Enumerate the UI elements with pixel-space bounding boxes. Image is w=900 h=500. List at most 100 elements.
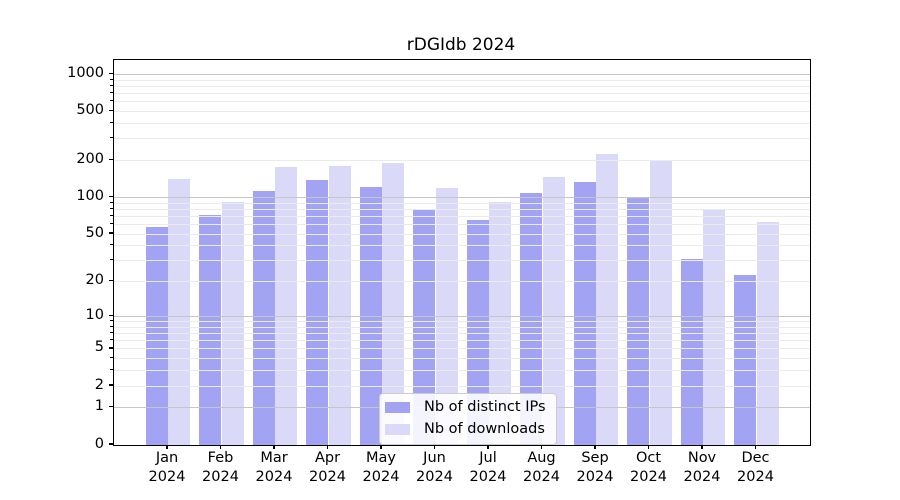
legend-item-downloads: Nb of downloads <box>385 422 546 437</box>
y-minor-tick-mark <box>110 259 113 261</box>
y-minor-tick-mark <box>110 232 113 234</box>
y-tick-label: 50 <box>85 224 104 241</box>
x-tick-mark <box>594 445 596 450</box>
y-tick-label: 20 <box>85 272 104 289</box>
y-minor-tick-mark <box>110 280 113 282</box>
x-tick-month: Aug <box>527 450 556 466</box>
y-minor-tick-mark <box>110 201 113 203</box>
x-tick-year: 2024 <box>309 468 346 485</box>
x-tick-label: Oct 2024 <box>606 449 692 486</box>
x-tick-mark <box>219 445 222 450</box>
x-tick-mark <box>754 445 757 450</box>
x-tick-month: Nov <box>687 450 717 466</box>
bar-downloads <box>596 153 619 445</box>
x-tick-year: 2024 <box>148 468 186 485</box>
y-tick-mark <box>108 72 113 75</box>
bar-downloads <box>328 166 351 445</box>
bar-downloads <box>168 179 191 445</box>
y-minor-tick-mark <box>110 214 113 216</box>
x-tick-label: Apr 2024 <box>285 449 371 486</box>
x-tick-year: 2024 <box>469 468 507 485</box>
x-tick-mark <box>647 445 650 450</box>
x-tick-year: 2024 <box>737 468 774 485</box>
x-tick-month: Jun <box>423 450 446 466</box>
bar-distinct-ips <box>680 259 703 445</box>
x-tick-label: Feb 2024 <box>178 449 264 486</box>
y-tick-mark <box>108 406 113 408</box>
x-tick-month: Apr <box>314 450 341 466</box>
bar-downloads <box>649 161 672 445</box>
legend-swatch-distinct-ips <box>385 402 410 413</box>
legend-label-distinct-ips: Nb of distinct IPs <box>424 399 546 415</box>
bar-distinct-ips <box>627 196 650 445</box>
y-minor-tick-mark <box>110 320 113 321</box>
y-minor-tick-mark <box>110 207 113 209</box>
y-tick-label: 500 <box>76 102 104 119</box>
y-tick-label: 5 <box>94 339 104 356</box>
x-tick-year: 2024 <box>576 468 614 485</box>
y-tick-label: 1 <box>94 398 104 415</box>
x-tick-month: Mar <box>260 450 288 466</box>
y-tick-label: 2 <box>94 376 104 393</box>
x-tick-year: 2024 <box>416 468 453 485</box>
x-tick-mark <box>380 445 382 450</box>
legend-item-distinct-ips: Nb of distinct IPs <box>385 400 546 415</box>
bar-distinct-ips <box>306 179 329 445</box>
x-tick-label: May 2024 <box>338 449 424 486</box>
x-tick-month: Sep <box>581 450 609 466</box>
x-tick-year: 2024 <box>683 468 721 485</box>
x-tick-mark <box>540 445 543 450</box>
plot-area: Nb of distinct IPs Nb of downloads <box>113 59 811 446</box>
x-tick-label: Jul 2024 <box>445 449 531 486</box>
y-tick-label: 200 <box>76 151 104 168</box>
bars-layer <box>114 60 810 445</box>
x-tick-mark <box>273 445 275 450</box>
bar-distinct-ips <box>252 190 275 445</box>
x-tick-mark <box>487 445 489 450</box>
y-minor-tick-mark <box>110 78 113 80</box>
y-minor-tick-mark <box>110 159 113 161</box>
bar-distinct-ips <box>734 274 757 445</box>
y-tick-mark <box>108 195 113 198</box>
y-minor-tick-mark <box>110 369 113 371</box>
y-minor-tick-mark <box>110 331 113 333</box>
bar-downloads <box>542 176 565 445</box>
legend-swatch-downloads <box>385 424 410 435</box>
x-tick-label: Jun 2024 <box>392 449 478 486</box>
y-minor-tick-mark <box>110 384 113 386</box>
y-minor-tick-mark <box>110 347 113 349</box>
y-minor-tick-mark <box>110 357 113 359</box>
bar-downloads <box>703 209 726 445</box>
x-tick-mark <box>701 445 703 450</box>
x-tick-mark <box>433 445 436 450</box>
x-tick-year: 2024 <box>362 468 400 485</box>
y-tick-mark <box>108 314 113 317</box>
x-tick-label: Jan 2024 <box>124 449 210 486</box>
bar-downloads <box>221 201 244 445</box>
y-minor-tick-mark <box>110 110 113 112</box>
x-tick-year: 2024 <box>630 468 667 485</box>
y-minor-tick-mark <box>110 325 113 327</box>
x-tick-label: Mar 2024 <box>231 449 317 486</box>
y-minor-tick-mark <box>110 339 113 341</box>
y-tick-mark <box>108 443 113 445</box>
x-tick-month: Oct <box>635 450 662 466</box>
bar-distinct-ips <box>199 214 222 445</box>
x-tick-month: Jul <box>479 450 497 466</box>
y-minor-tick-mark <box>110 244 113 246</box>
y-tick-label: 100 <box>76 187 104 204</box>
x-tick-year: 2024 <box>202 468 239 485</box>
y-minor-tick-mark <box>110 84 113 86</box>
x-tick-month: May <box>366 450 396 466</box>
bar-downloads <box>756 221 779 445</box>
bar-distinct-ips <box>145 227 168 445</box>
x-tick-label: Aug 2024 <box>499 449 585 486</box>
bar-downloads <box>275 167 298 445</box>
legend: Nb of distinct IPs Nb of downloads <box>379 393 557 445</box>
x-tick-mark <box>326 445 329 450</box>
x-tick-label: Dec 2024 <box>713 449 799 486</box>
x-tick-year: 2024 <box>255 468 293 485</box>
y-minor-tick-mark <box>110 137 113 139</box>
y-minor-tick-mark <box>110 223 113 225</box>
